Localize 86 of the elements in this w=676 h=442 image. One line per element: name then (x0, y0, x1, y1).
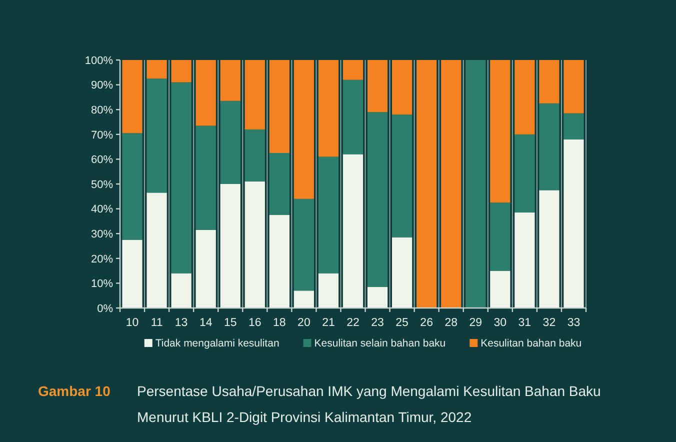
x-tick-label: 13 (174, 317, 188, 330)
bar (367, 112, 388, 287)
x-tick-label: 11 (150, 317, 163, 330)
bar (416, 60, 437, 308)
bar (342, 154, 364, 308)
bar (269, 60, 290, 153)
x-tick-label: 22 (346, 317, 360, 330)
x-tick-label: 31 (518, 317, 532, 330)
bar (564, 139, 584, 308)
legend-label: Kesulitan selain bahan baku (314, 338, 446, 350)
y-tick-label: 40% (90, 204, 114, 216)
bar (490, 202, 510, 271)
bar (318, 156, 339, 274)
bar (514, 212, 535, 308)
x-tick-label: 30 (494, 317, 507, 330)
bar (564, 60, 584, 114)
bar (244, 182, 265, 308)
legend-label: Tidak mengalami kesulitan (155, 338, 280, 350)
y-tick-label: 100% (84, 54, 114, 67)
y-tick-label: 50% (90, 178, 114, 191)
bar (294, 198, 314, 291)
y-tick-label: 30% (90, 228, 114, 240)
bar (171, 60, 192, 82)
bar (220, 100, 240, 184)
y-tick-label: 0% (97, 302, 114, 315)
x-tick-label: 33 (567, 317, 580, 330)
text: Persentase Usaha/Perusahan IMK yang Mengalami Kesulitan Bahan Baku Menurut KBLI 2-Digit Provinsi Kalimantan Timur, 2022 (137, 382, 601, 425)
bar (318, 60, 339, 157)
bar (269, 215, 290, 308)
bar (171, 273, 192, 308)
y-tick-label: 70% (90, 129, 114, 142)
bar (122, 240, 142, 308)
bar (146, 60, 167, 79)
bar (269, 153, 290, 215)
bar (539, 60, 560, 104)
bar (466, 60, 486, 308)
bar (244, 60, 265, 130)
x-tick-label: 29 (469, 317, 482, 330)
y-tick-label: 80% (90, 104, 114, 116)
y-tick-label: 60% (90, 154, 114, 166)
bar (392, 60, 412, 115)
bar (122, 60, 142, 134)
bar (392, 237, 412, 308)
bar (441, 60, 462, 308)
bar (318, 273, 339, 308)
bar (342, 60, 364, 80)
x-tick-label: 23 (371, 317, 384, 330)
x-tick-label: 14 (199, 317, 213, 330)
bar (196, 126, 216, 230)
legend-label: Kesulitan bahan baku (480, 338, 582, 350)
x-tick-label: 28 (444, 317, 458, 330)
bar (146, 78, 167, 193)
bar (220, 60, 240, 101)
x-tick-label: 32 (542, 317, 556, 330)
x-tick-label: 10 (126, 317, 139, 330)
bar (539, 103, 560, 190)
bar (367, 286, 388, 308)
bar (539, 190, 560, 308)
x-tick-label: 21 (322, 317, 335, 330)
bar (244, 129, 265, 182)
bar (122, 133, 142, 240)
bar (514, 134, 535, 213)
bar (367, 60, 388, 112)
x-tick-label: 16 (248, 317, 262, 330)
x-tick-label: 25 (396, 317, 408, 330)
x-tick-label: 18 (273, 317, 286, 330)
bar (490, 60, 510, 203)
bar (490, 270, 510, 308)
x-tick-label: 26 (420, 317, 433, 330)
text: Gambar 10 (38, 382, 111, 399)
x-tick-label: 20 (298, 317, 310, 330)
y-tick-label: 20% (90, 253, 114, 266)
bar (294, 60, 314, 199)
bar (294, 290, 314, 308)
bar (342, 80, 364, 154)
bar (392, 114, 412, 238)
bar (196, 60, 216, 126)
y-tick-label: 10% (90, 278, 114, 290)
y-tick-label: 90% (90, 80, 114, 92)
bar (146, 192, 167, 308)
bar (196, 230, 216, 308)
bar (514, 60, 535, 134)
bar (220, 184, 240, 308)
bar (564, 113, 584, 140)
x-tick-label: 15 (224, 317, 237, 330)
bar (171, 82, 192, 274)
